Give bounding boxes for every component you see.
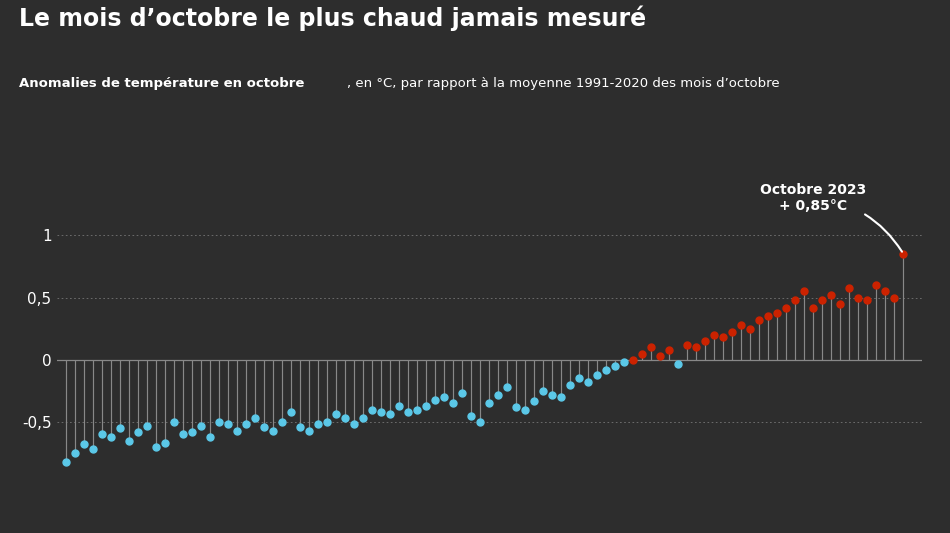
Text: Anomalies de température en octobre, en °C, par rapport à la moyenne 1991-2020 d: Anomalies de température en octobre, en … [19,77,786,90]
Text: Octobre 2023
+ 0,85°C: Octobre 2023 + 0,85°C [760,183,902,252]
Text: Anomalies de température en octobre: Anomalies de température en octobre [19,77,304,90]
Text: Le mois d’octobre le plus chaud jamais mesuré: Le mois d’octobre le plus chaud jamais m… [19,5,646,31]
Text: , en °C, par rapport à la moyenne 1991-2020 des mois d’octobre: , en °C, par rapport à la moyenne 1991-2… [347,77,779,90]
